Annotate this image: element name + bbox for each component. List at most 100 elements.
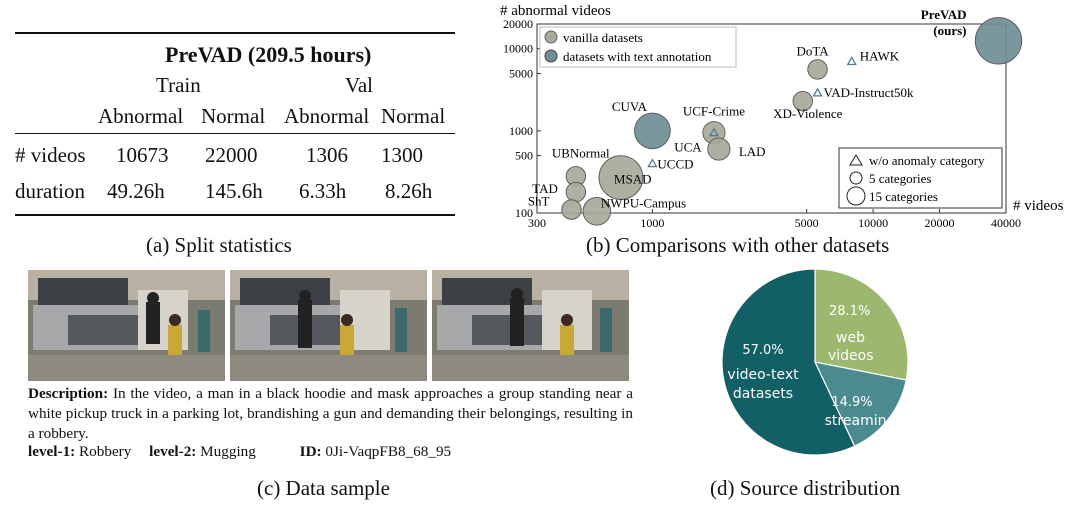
caption-c: (c) Data sample — [257, 476, 390, 500]
table-group-val: Val — [345, 73, 373, 97]
x-tick-label: 5000 — [795, 216, 819, 230]
legend-size-1: 5 categories — [869, 171, 931, 186]
table-title: PreVAD (209.5 hours) — [165, 42, 372, 67]
point-label: XD-Violence — [773, 106, 842, 121]
pie-pct-label: 57.0% — [742, 343, 783, 358]
point-circle — [598, 155, 644, 200]
legend-text-marker — [544, 49, 558, 63]
id-value: 0Ji-VaqpFB8_68_95 — [325, 443, 452, 460]
point-label: UBNormal — [552, 145, 610, 160]
table-row-label: # videos — [15, 143, 86, 167]
point-triangle — [708, 127, 720, 137]
legend-vanilla: vanilla datasets — [563, 30, 643, 45]
video-frame-2 — [230, 270, 427, 381]
sample-description: Description: In the video, a man in a bl… — [28, 384, 633, 444]
level1-label: level-1: — [28, 443, 76, 460]
plot-frame — [536, 23, 1007, 214]
x-tick-label: 300 — [528, 216, 546, 230]
source-distribution-pie: 28.1%web videos14.9%streaming57.0%video-t… — [721, 268, 909, 456]
legend-size-0: w/o anomaly category — [869, 153, 985, 168]
sample-meta: level-1: Robbery level-2: Mugging ID: 0J… — [28, 443, 451, 461]
y-ticks: 100 500 1000 5000 10000 20000 — [503, 17, 541, 220]
table-cell: 8.26h — [385, 179, 433, 203]
legend-text: datasets with text annotation — [563, 49, 712, 64]
point-label: UCA — [674, 140, 702, 155]
x-tick-label: 20000 — [925, 216, 955, 230]
pie-pct-label: 28.1% — [829, 304, 870, 319]
y-tick-label: 1000 — [509, 124, 533, 138]
description-label: Description: — [28, 385, 109, 402]
video-frame-1 — [28, 270, 225, 381]
point-label: UCCD — [657, 157, 693, 172]
point-label: HAWK — [860, 48, 900, 63]
point-triangle — [846, 56, 857, 66]
table-cell: 1306 — [306, 143, 348, 167]
table-top-rule — [15, 32, 455, 34]
point-sublabel: (ours) — [933, 23, 966, 38]
pie-slice — [814, 268, 909, 381]
description-text: In the video, a man in a black hoodie an… — [28, 385, 634, 442]
point-circle — [565, 181, 587, 203]
point-label: CUVA — [612, 99, 648, 114]
table-bottom-rule — [15, 214, 455, 216]
level2-value: Mugging — [200, 443, 256, 460]
pie-pct-label: 14.9% — [831, 395, 872, 410]
pie-category-label: streaming — [825, 413, 896, 429]
point-label: NWPU-Campus — [601, 195, 686, 210]
legend-vanilla-marker — [544, 30, 558, 44]
point-label: PreVAD — [921, 7, 967, 22]
points — [561, 17, 1023, 226]
legend-size-2: 15 categories — [869, 189, 938, 204]
color-legend: vanilla datasets datasets with text anno… — [539, 26, 737, 68]
size-legend: w/o anomaly category 5 categories 15 cat… — [838, 147, 1003, 209]
y-tick-label: 500 — [515, 149, 533, 163]
caption-a: (a) Split statistics — [146, 233, 292, 257]
x-axis-label: # videos — [1013, 198, 1064, 214]
table-col-header: Normal — [381, 104, 446, 128]
table-cell: 49.26h — [107, 179, 165, 203]
y-tick-label: 5000 — [509, 66, 533, 80]
y-axis-label: # abnormal videos — [500, 3, 611, 19]
table-cell: 145.6h — [205, 179, 263, 203]
level1-value: Robbery — [79, 443, 132, 460]
table-mid-rule — [15, 133, 455, 134]
point-label: UCF-Crime — [683, 104, 745, 119]
table-col-header: Normal — [201, 104, 266, 128]
y-tick-label: 10000 — [503, 42, 533, 56]
table-cell: 6.33h — [299, 179, 347, 203]
table-row-label: duration — [15, 179, 85, 203]
point-label: TAD — [532, 181, 558, 196]
point-triangle — [812, 87, 823, 97]
pie-slices — [721, 268, 909, 456]
table-col-header: Abnormal — [284, 104, 370, 128]
legend-circle-small-icon — [849, 171, 863, 185]
id-label: ID: — [299, 443, 322, 460]
x-tick-label: 40000 — [991, 216, 1021, 230]
point-circle — [561, 199, 582, 220]
point-circle — [974, 17, 1023, 65]
table-cell: 1300 — [381, 143, 423, 167]
video-frame-3 — [432, 270, 629, 381]
point-circle — [634, 112, 671, 150]
level2-label: level-2: — [149, 443, 197, 460]
point-circle — [792, 90, 813, 112]
x-tick-label: 1000 — [640, 216, 664, 230]
table-group-train: Train — [156, 73, 201, 97]
table-cell: 22000 — [205, 143, 258, 167]
pie-slice — [721, 268, 856, 456]
point-triangle — [647, 158, 658, 168]
point-circle — [807, 59, 828, 80]
point-circle — [707, 137, 731, 161]
point-label: ShT — [528, 194, 550, 209]
x-tick-label: 10000 — [858, 216, 888, 230]
legend-triangle-icon — [849, 154, 863, 166]
table-col-header: Abnormal — [98, 104, 184, 128]
point-circle — [582, 197, 612, 226]
point-label: MSAD — [614, 172, 652, 187]
legend-circle-large-icon — [846, 186, 866, 206]
caption-d: (d) Source distribution — [710, 476, 901, 500]
point-label: VAD-Instruct50k — [824, 85, 915, 100]
point-labels: PreVAD(ours) DoTA HAWK VAD-Instruct50k XD-Vi… — [528, 7, 967, 210]
pie-slice — [813, 361, 907, 447]
y-tick-label: 100 — [515, 206, 533, 220]
